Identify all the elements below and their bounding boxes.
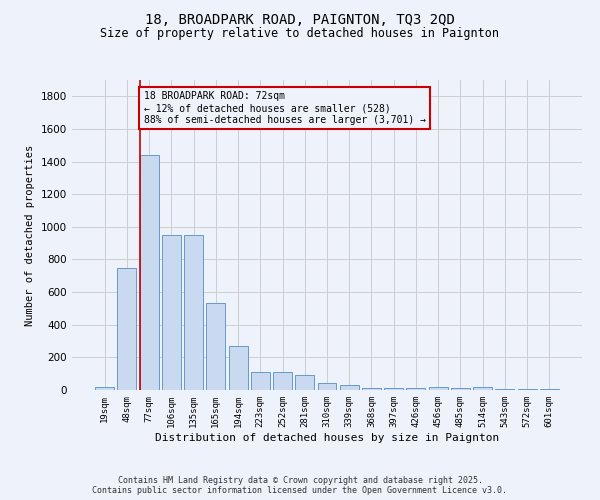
Text: 18 BROADPARK ROAD: 72sqm
← 12% of detached houses are smaller (528)
88% of semi-: 18 BROADPARK ROAD: 72sqm ← 12% of detach… [143, 92, 425, 124]
Bar [384, 388, 403, 390]
Text: Size of property relative to detached houses in Paignton: Size of property relative to detached ho… [101, 28, 499, 40]
Bar [473, 386, 492, 390]
Bar [251, 372, 270, 390]
Text: Contains HM Land Registry data © Crown copyright and database right 2025.
Contai: Contains HM Land Registry data © Crown c… [92, 476, 508, 495]
Bar [118, 268, 136, 390]
Bar [317, 384, 337, 390]
Bar [295, 374, 314, 390]
Bar [362, 388, 381, 390]
Bar [184, 235, 203, 390]
Bar [429, 386, 448, 390]
Bar [95, 386, 114, 390]
Text: 18, BROADPARK ROAD, PAIGNTON, TQ3 2QD: 18, BROADPARK ROAD, PAIGNTON, TQ3 2QD [145, 12, 455, 26]
Bar [140, 155, 158, 390]
Bar [496, 389, 514, 390]
Bar [406, 388, 425, 390]
X-axis label: Distribution of detached houses by size in Paignton: Distribution of detached houses by size … [155, 432, 499, 442]
Y-axis label: Number of detached properties: Number of detached properties [25, 144, 35, 326]
Bar [540, 389, 559, 390]
Bar [273, 372, 292, 390]
Bar [229, 346, 248, 390]
Bar [518, 389, 536, 390]
Bar [340, 385, 359, 390]
Bar [206, 302, 225, 390]
Bar [451, 388, 470, 390]
Bar [162, 235, 181, 390]
